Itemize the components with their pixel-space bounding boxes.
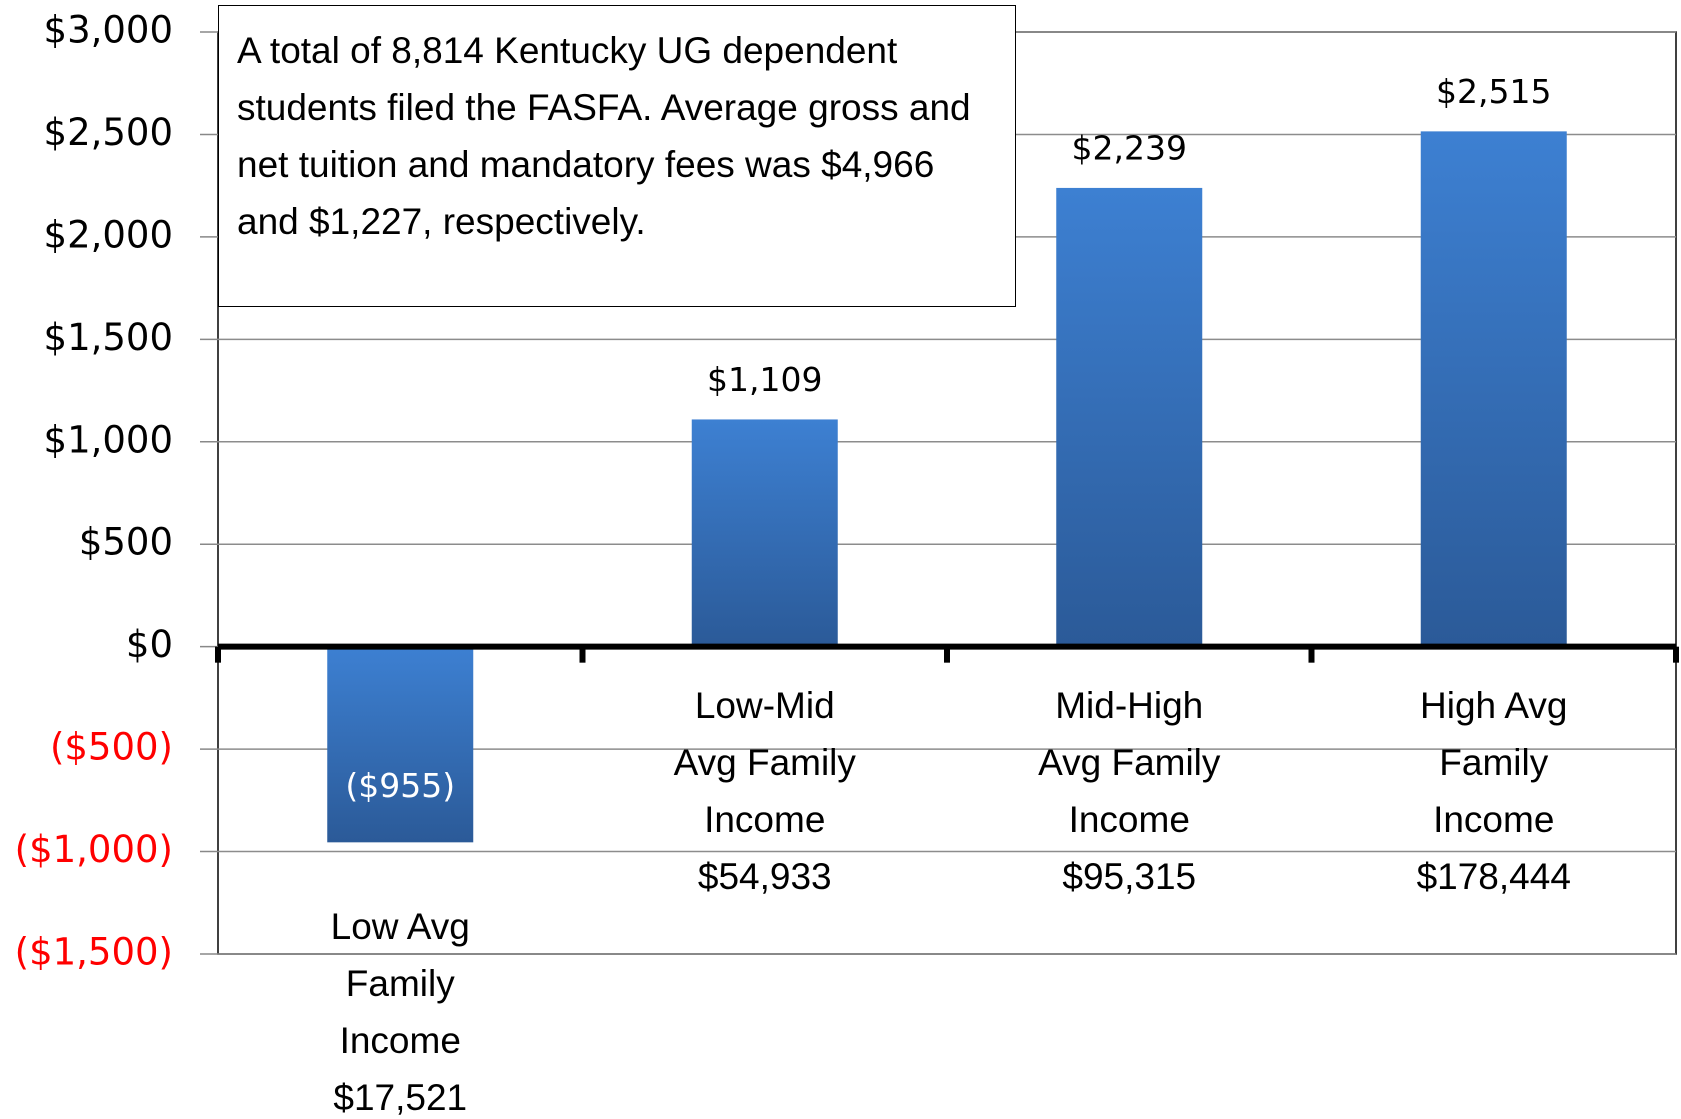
y-tick-label: $0 xyxy=(126,623,173,666)
y-tick-label: ($1,500) xyxy=(15,931,173,974)
bar xyxy=(1420,131,1567,647)
y-tick-label: $2,500 xyxy=(44,111,173,154)
bar xyxy=(327,646,474,843)
x-tick-label: Mid-High Avg Family Income $95,315 xyxy=(1038,684,1221,897)
value-label: ($955) xyxy=(345,766,455,805)
y-tick-label: $3,000 xyxy=(44,9,173,52)
y-tick-label: $500 xyxy=(79,521,173,564)
y-tick-label: ($500) xyxy=(50,726,173,769)
annotation: A total of 8,814 Kentucky UG dependent s… xyxy=(218,5,1016,307)
value-label: $2,239 xyxy=(1072,128,1187,167)
y-tick-label: $1,500 xyxy=(44,316,173,359)
x-tick-label: Low Avg Family Income $17,521 xyxy=(330,906,470,1119)
x-tick-label: High Avg Family Income $178,444 xyxy=(1416,684,1571,897)
bar xyxy=(691,419,838,647)
x-tick-label: Low-Mid Avg Family Income $54,933 xyxy=(673,684,856,897)
bar xyxy=(1056,187,1203,647)
y-tick-label: $1,000 xyxy=(44,418,173,461)
y-tick-label: ($1,000) xyxy=(15,828,173,871)
y-tick-label: $2,000 xyxy=(44,213,173,256)
value-label: $1,109 xyxy=(707,360,822,399)
value-label: $2,515 xyxy=(1436,72,1551,111)
